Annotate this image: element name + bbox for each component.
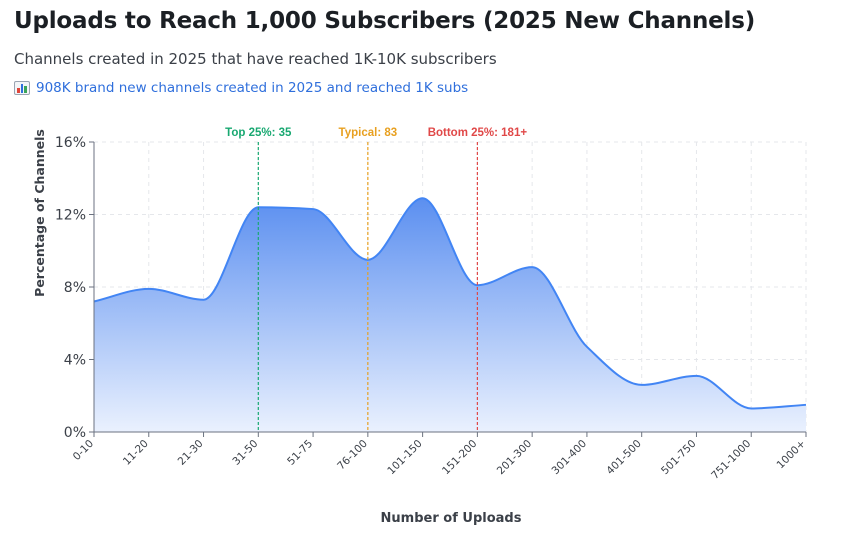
x-tick-label: 101-150: [385, 438, 425, 478]
page-subtitle: Channels created in 2025 that have reach…: [14, 50, 497, 68]
x-tick-label: 201-300: [495, 438, 535, 478]
data-point[interactable]: [529, 264, 535, 270]
stat-summary: 908K brand new channels created in 2025 …: [14, 80, 468, 96]
stat-text: 908K brand new channels created in 2025 …: [36, 80, 469, 96]
data-point[interactable]: [310, 206, 316, 212]
data-point[interactable]: [748, 405, 754, 411]
x-tick-label: 76-100: [335, 438, 370, 473]
y-tick-label: 12%: [55, 208, 86, 224]
data-point[interactable]: [584, 344, 590, 350]
annotation-markers: Top 25%: 35 Typical: 83 Bottom 25%: 181+: [146, 127, 809, 432]
x-tick-label: 1000+: [775, 438, 809, 472]
series-line[interactable]: [93, 197, 807, 410]
area-fill: [94, 198, 806, 432]
x-tick-label: 751-1000: [709, 438, 753, 482]
marker-label-bottom: Bottom 25%: 181+: [428, 127, 528, 139]
y-tick-label: 16%: [55, 135, 86, 151]
data-point[interactable]: [201, 297, 207, 303]
y-axis-label: Percentage of Channels: [32, 129, 47, 297]
y-tick-label: 8%: [64, 280, 86, 296]
x-tick-label: 51-75: [285, 438, 315, 468]
page-title: Uploads to Reach 1,000 Subscribers (2025…: [14, 8, 756, 34]
x-tick-label: 11-20: [121, 438, 151, 468]
x-tick-label: 0-10: [71, 438, 96, 463]
data-point[interactable]: [420, 195, 426, 201]
x-tick-label: 21-30: [176, 438, 206, 468]
data-point[interactable]: [803, 402, 809, 408]
x-tick-label: 401-500: [604, 438, 644, 478]
x-tick-label: 151-200: [440, 438, 480, 478]
y-tick-label: 0%: [64, 425, 86, 441]
x-tick-label: 31-50: [230, 438, 260, 468]
marker-label-top: Top 25%: 35: [225, 127, 292, 139]
x-tick-label: 501-750: [659, 438, 699, 478]
y-tick-label: 4%: [64, 353, 86, 369]
marker-label-typical: Typical: 83: [339, 127, 398, 139]
bar-chart-icon: [14, 81, 30, 95]
data-point[interactable]: [693, 373, 699, 379]
x-axis-label: Number of Uploads: [381, 511, 522, 526]
data-point[interactable]: [146, 286, 152, 292]
x-tick-label: 301-400: [550, 438, 590, 478]
data-point[interactable]: [639, 382, 645, 388]
